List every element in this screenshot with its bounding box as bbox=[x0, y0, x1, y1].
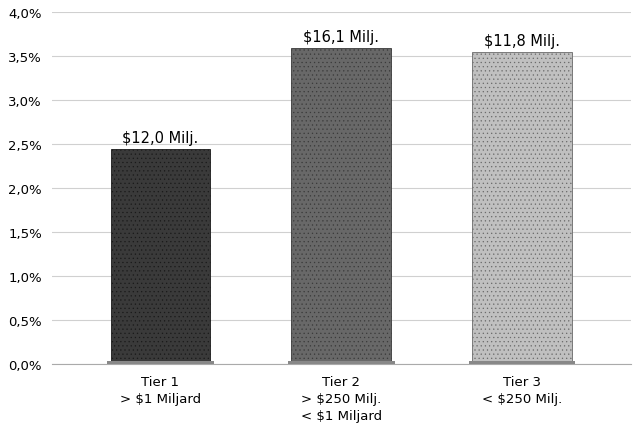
Bar bbox=[288, 361, 395, 364]
Text: $16,1 Milj.: $16,1 Milj. bbox=[304, 30, 379, 45]
Bar bbox=[291, 49, 391, 364]
Bar bbox=[111, 149, 210, 364]
Text: $11,8 Milj.: $11,8 Milj. bbox=[484, 34, 560, 49]
Bar bbox=[472, 53, 572, 364]
Bar bbox=[469, 361, 576, 364]
Bar bbox=[107, 361, 213, 364]
Text: $12,0 Milj.: $12,0 Milj. bbox=[122, 131, 199, 146]
